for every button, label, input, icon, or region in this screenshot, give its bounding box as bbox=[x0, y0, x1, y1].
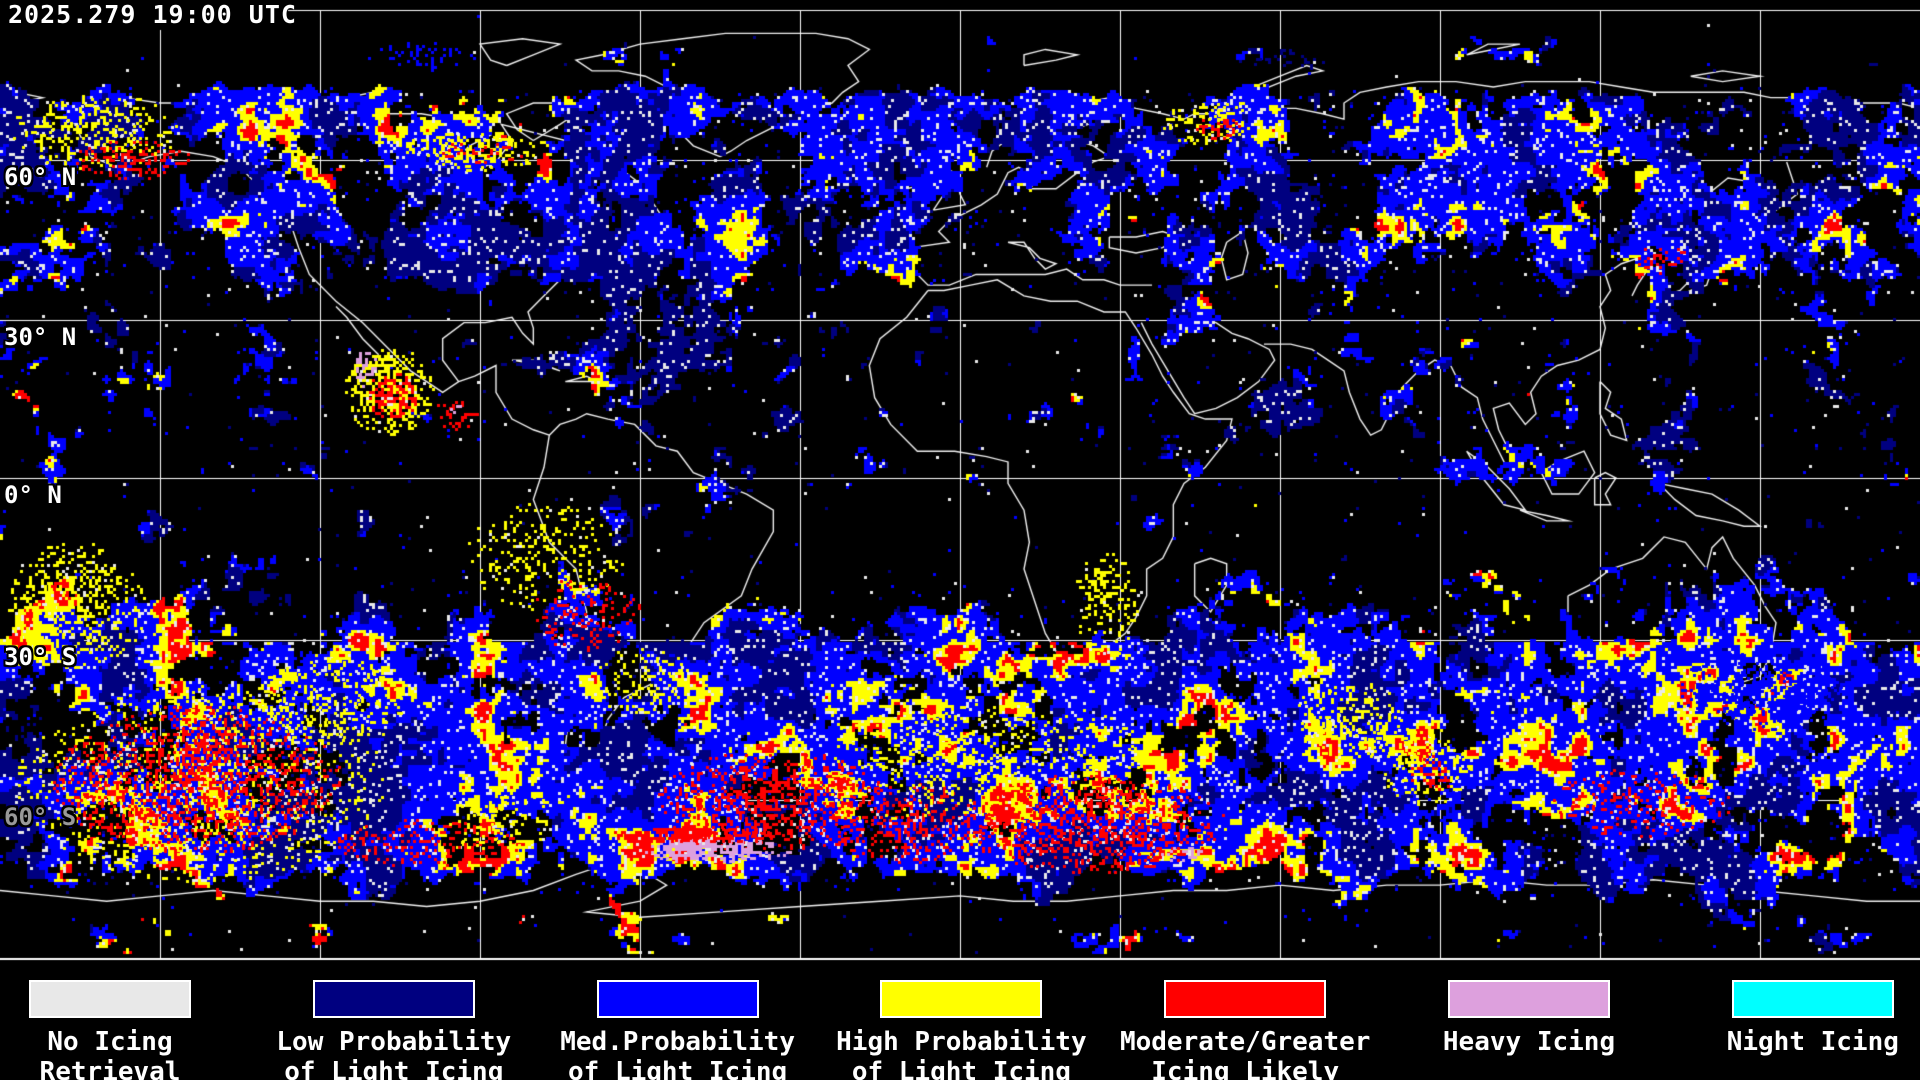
latitude-label-0n: 0° N bbox=[4, 481, 62, 509]
latitude-label-60s: 60° S bbox=[4, 803, 77, 831]
latitude-label-60n: 60° N bbox=[4, 163, 77, 191]
latitude-label-30s: 30° S bbox=[4, 643, 77, 671]
timestamp: 2025.279 19:00 UTC bbox=[8, 0, 297, 29]
latitude-label-30n: 30° N bbox=[4, 323, 77, 351]
